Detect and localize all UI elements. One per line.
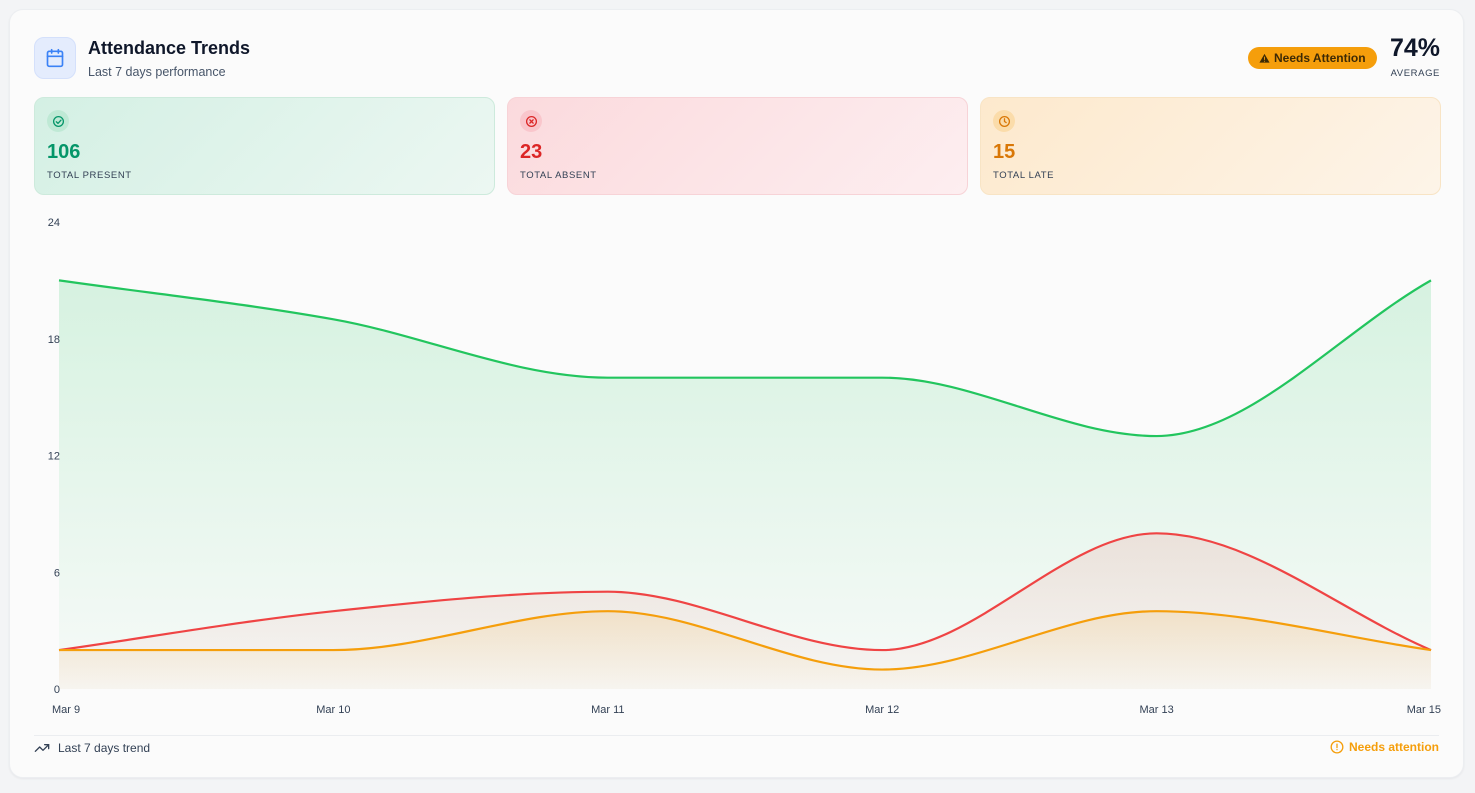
y-tick-label: 6 bbox=[54, 567, 60, 579]
data-point bbox=[605, 589, 611, 595]
y-tick-label: 0 bbox=[54, 684, 60, 696]
series-area-2 bbox=[59, 611, 1431, 689]
stat-card-late: 15 TOTAL LATE bbox=[980, 97, 1441, 195]
series-line-1 bbox=[58, 532, 1432, 652]
data-point bbox=[56, 277, 62, 283]
footer-alert-label: Needs attention bbox=[1348, 740, 1439, 754]
data-point bbox=[1154, 433, 1160, 439]
stat-value-late: 15 bbox=[993, 141, 1016, 163]
alert-circle-icon bbox=[1330, 740, 1344, 754]
x-tick-label: Mar 9 bbox=[52, 704, 80, 716]
page-title: Attendance Trends bbox=[88, 38, 251, 58]
footer-alert: Needs attention bbox=[1330, 740, 1439, 754]
x-tick-label: Mar 13 bbox=[1139, 704, 1173, 716]
data-point bbox=[1154, 530, 1160, 536]
x-tick-label: Mar 10 bbox=[316, 704, 350, 716]
footer-trend: Last 7 days trend bbox=[34, 740, 150, 756]
footer-divider bbox=[34, 735, 1439, 736]
data-point bbox=[879, 667, 885, 673]
attendance-chart: 0 6 12 18 24 Mar 9 Mar 10 Mar 11 Mar 12 Mar 13 Mar… bbox=[48, 217, 1441, 716]
data-point bbox=[879, 375, 885, 381]
data-point bbox=[1428, 647, 1434, 653]
data-point bbox=[605, 608, 611, 614]
stat-label-absent: TOTAL ABSENT bbox=[520, 170, 597, 181]
data-point bbox=[1154, 608, 1160, 614]
y-tick-label: 18 bbox=[48, 334, 60, 346]
stat-label-late: TOTAL LATE bbox=[993, 170, 1055, 181]
data-point bbox=[879, 647, 885, 653]
series-line-2 bbox=[59, 610, 1432, 671]
footer-trend-label: Last 7 days trend bbox=[58, 741, 151, 755]
stat-value-present: 106 bbox=[47, 141, 81, 163]
data-point bbox=[330, 316, 336, 322]
check-circle-icon bbox=[47, 110, 69, 132]
data-point bbox=[1428, 277, 1434, 283]
warning-icon bbox=[1259, 53, 1270, 63]
page-subtitle: Last 7 days performance bbox=[88, 65, 226, 79]
trending-up-icon bbox=[34, 744, 50, 752]
badge-label: Needs Attention bbox=[1274, 51, 1366, 65]
average-value: 74% bbox=[1389, 34, 1440, 62]
y-tick-label: 24 bbox=[48, 217, 60, 229]
stat-card-absent: 23 TOTAL ABSENT bbox=[507, 97, 968, 195]
clock-icon bbox=[993, 110, 1015, 132]
y-tick-label: 12 bbox=[48, 451, 60, 463]
stat-label-present: TOTAL PRESENT bbox=[47, 170, 132, 181]
x-tick-label: Mar 15 bbox=[1407, 704, 1441, 716]
needs-attention-badge: Needs Attention bbox=[1248, 47, 1377, 69]
stat-card-present: 106 TOTAL PRESENT bbox=[34, 97, 495, 195]
data-point bbox=[605, 375, 611, 381]
x-circle-icon bbox=[520, 110, 542, 132]
x-tick-label: Mar 11 bbox=[591, 704, 624, 716]
x-tick-label: Mar 12 bbox=[865, 704, 899, 716]
series-line-0 bbox=[58, 279, 1432, 438]
attendance-card: Attendance Trends Last 7 days performanc… bbox=[9, 9, 1464, 778]
data-point bbox=[330, 647, 336, 653]
average-label: AVERAGE bbox=[1390, 68, 1440, 79]
stat-value-absent: 23 bbox=[520, 141, 543, 163]
calendar-icon bbox=[34, 37, 76, 79]
data-point bbox=[330, 608, 336, 614]
data-point bbox=[56, 647, 62, 653]
